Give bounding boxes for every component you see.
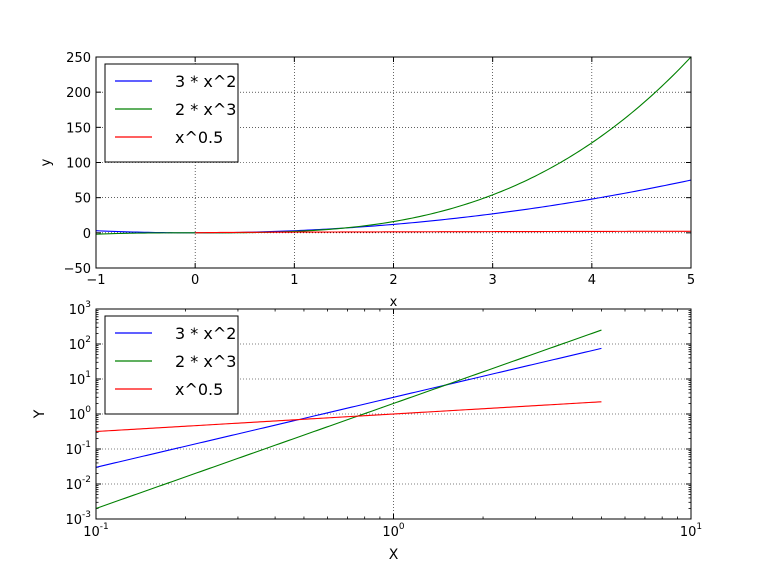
x-tick-label: 4 bbox=[588, 273, 596, 288]
y-tick-label: 50 bbox=[74, 192, 91, 207]
legend-box bbox=[104, 315, 239, 415]
legend: 3 * x^2 2 * x^3 x^0.5 bbox=[104, 63, 239, 163]
y-tick-label: 103 bbox=[69, 300, 91, 318]
subplot-1: −1 0 1 2 3 4 5 −50 0 50 100 150 200 250 x y 3 * x^2 2 * x… bbox=[39, 51, 695, 310]
y-tick-label: 150 bbox=[66, 121, 91, 136]
y-tick-label: −50 bbox=[64, 262, 91, 277]
subplot-2: 10-1 100 101 10-3 10-2 10-1 100 101 102 103 X Y 3 * … bbox=[32, 300, 702, 563]
x-axis-label: X bbox=[389, 547, 399, 563]
series-line-3 bbox=[96, 401, 602, 433]
x-tick-label: −1 bbox=[86, 273, 105, 288]
x-tick-label: 2 bbox=[389, 273, 397, 288]
legend-label-2: 2 * x^3 bbox=[175, 100, 236, 119]
y-tick-label: 10-2 bbox=[65, 475, 91, 493]
y-tick-label: 100 bbox=[69, 405, 92, 423]
y-tick-label: 100 bbox=[66, 157, 91, 172]
y-axis-label: Y bbox=[32, 409, 48, 419]
x-tick-label: 5 bbox=[687, 273, 695, 288]
y-tick-label: 102 bbox=[69, 335, 91, 353]
x-tick-label: 101 bbox=[680, 522, 702, 540]
y-axis-label: y bbox=[39, 158, 54, 166]
legend: 3 * x^2 2 * x^3 x^0.5 bbox=[104, 315, 239, 415]
y-tick-label: 0 bbox=[83, 227, 91, 242]
tick-labels: 10-1 100 101 10-3 10-2 10-1 100 101 102 103 bbox=[65, 300, 702, 540]
x-tick-label: 10-1 bbox=[83, 522, 109, 540]
x-tick-label: 1 bbox=[290, 273, 298, 288]
legend-label-1: 3 * x^2 bbox=[175, 324, 236, 343]
tick-labels: −1 0 1 2 3 4 5 −50 0 50 100 150 200 250 bbox=[64, 51, 696, 288]
x-axis-label: x bbox=[390, 295, 398, 310]
x-tick-label: 0 bbox=[191, 273, 199, 288]
y-tick-label: 10-1 bbox=[65, 440, 91, 458]
y-tick-label: 10-3 bbox=[65, 510, 91, 528]
series-line-2 bbox=[96, 329, 602, 509]
y-tick-label: 101 bbox=[69, 370, 91, 388]
y-tick-label: 250 bbox=[66, 51, 91, 66]
legend-box bbox=[104, 63, 239, 163]
legend-label-3: x^0.5 bbox=[175, 380, 223, 399]
legend-label-2: 2 * x^3 bbox=[175, 352, 236, 371]
legend-label-3: x^0.5 bbox=[175, 128, 223, 147]
series-lines bbox=[96, 329, 602, 509]
legend-label-1: 3 * x^2 bbox=[175, 72, 236, 91]
series-lines bbox=[96, 57, 691, 235]
x-tick-label: 100 bbox=[382, 522, 405, 540]
y-tick-label: 200 bbox=[66, 86, 91, 101]
series-line-1 bbox=[96, 347, 602, 468]
series-line-3 bbox=[195, 230, 691, 234]
x-tick-label: 3 bbox=[489, 273, 497, 288]
